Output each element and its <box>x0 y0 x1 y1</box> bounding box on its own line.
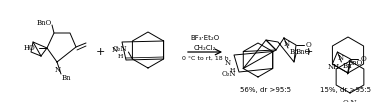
Text: Bn: Bn <box>342 62 352 70</box>
Text: BnO: BnO <box>296 48 311 56</box>
Text: 15%, dr >95:5: 15%, dr >95:5 <box>319 87 370 93</box>
Text: H: H <box>117 54 123 59</box>
Text: O: O <box>360 55 366 63</box>
Text: +: + <box>95 47 105 57</box>
Text: N: N <box>337 54 344 62</box>
Text: O₂N: O₂N <box>222 70 236 78</box>
Text: O₂N: O₂N <box>343 99 357 102</box>
Text: CH₂Cl₂: CH₂Cl₂ <box>194 45 216 51</box>
Text: BnO: BnO <box>37 19 52 27</box>
Text: Bn: Bn <box>62 74 71 82</box>
Text: N: N <box>55 66 61 74</box>
Text: BF₃·Et₂O: BF₃·Et₂O <box>191 35 220 41</box>
Text: O: O <box>306 41 312 49</box>
Text: Bn: Bn <box>290 48 299 56</box>
Text: N: N <box>112 46 118 54</box>
Text: NH: NH <box>328 63 340 71</box>
Text: HO: HO <box>23 44 35 52</box>
Text: O₂N: O₂N <box>113 45 127 53</box>
Text: N: N <box>284 40 290 48</box>
Text: 0 °C to rt, 18 h: 0 °C to rt, 18 h <box>182 55 228 60</box>
Text: N: N <box>225 59 231 67</box>
Text: +: + <box>303 47 313 57</box>
Text: 56%, dr >95:5: 56%, dr >95:5 <box>240 87 291 93</box>
Text: H: H <box>229 69 235 74</box>
Text: BnO: BnO <box>348 59 363 67</box>
